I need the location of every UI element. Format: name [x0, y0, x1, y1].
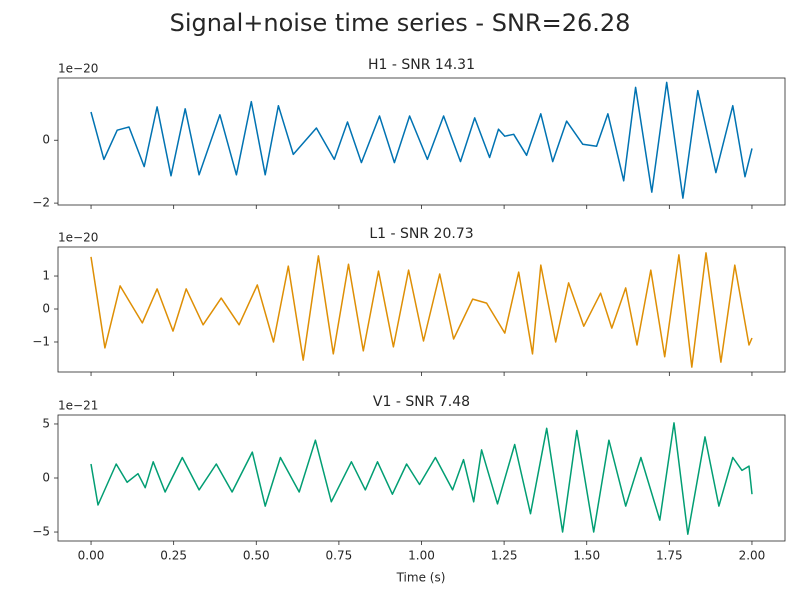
subplot-title: V1 - SNR 7.48 — [373, 394, 470, 410]
offset-label: 1e−20 — [58, 231, 98, 245]
y-tick-label: −1 — [32, 334, 50, 348]
x-tick-label: 1.00 — [408, 549, 435, 563]
x-tick-label: 1.25 — [491, 549, 518, 563]
subplot-title: L1 - SNR 20.73 — [369, 226, 473, 242]
axes-frame — [57, 246, 786, 373]
y-tick-label: 0 — [42, 133, 50, 147]
subplot-title: H1 - SNR 14.31 — [368, 57, 475, 73]
x-tick-label: 0.50 — [243, 549, 270, 563]
y-tick-label: 1 — [42, 269, 50, 283]
x-tick-label: 0.75 — [326, 549, 353, 563]
x-tick-label: 0.25 — [160, 549, 187, 563]
data-line — [90, 252, 753, 368]
y-tick-label: 0 — [42, 302, 50, 316]
x-tick-label: 1.75 — [656, 549, 683, 563]
axes-frame — [57, 77, 786, 206]
offset-label: 1e−20 — [58, 62, 98, 76]
chart-title: Signal+noise time series - SNR=26.28 — [170, 9, 631, 37]
x-axis-label: Time (s) — [396, 571, 446, 585]
x-tick-label: 2.00 — [739, 549, 766, 563]
offset-label: 1e−21 — [58, 399, 98, 413]
y-tick-label: −5 — [32, 525, 50, 539]
y-tick-label: −2 — [32, 196, 50, 210]
axes-frame — [57, 414, 786, 542]
data-line — [90, 81, 753, 199]
data-line — [90, 422, 753, 535]
x-tick-label: 0.00 — [78, 549, 105, 563]
y-tick-label: 0 — [42, 471, 50, 485]
y-tick-label: 5 — [42, 416, 50, 430]
x-tick-label: 1.50 — [573, 549, 600, 563]
